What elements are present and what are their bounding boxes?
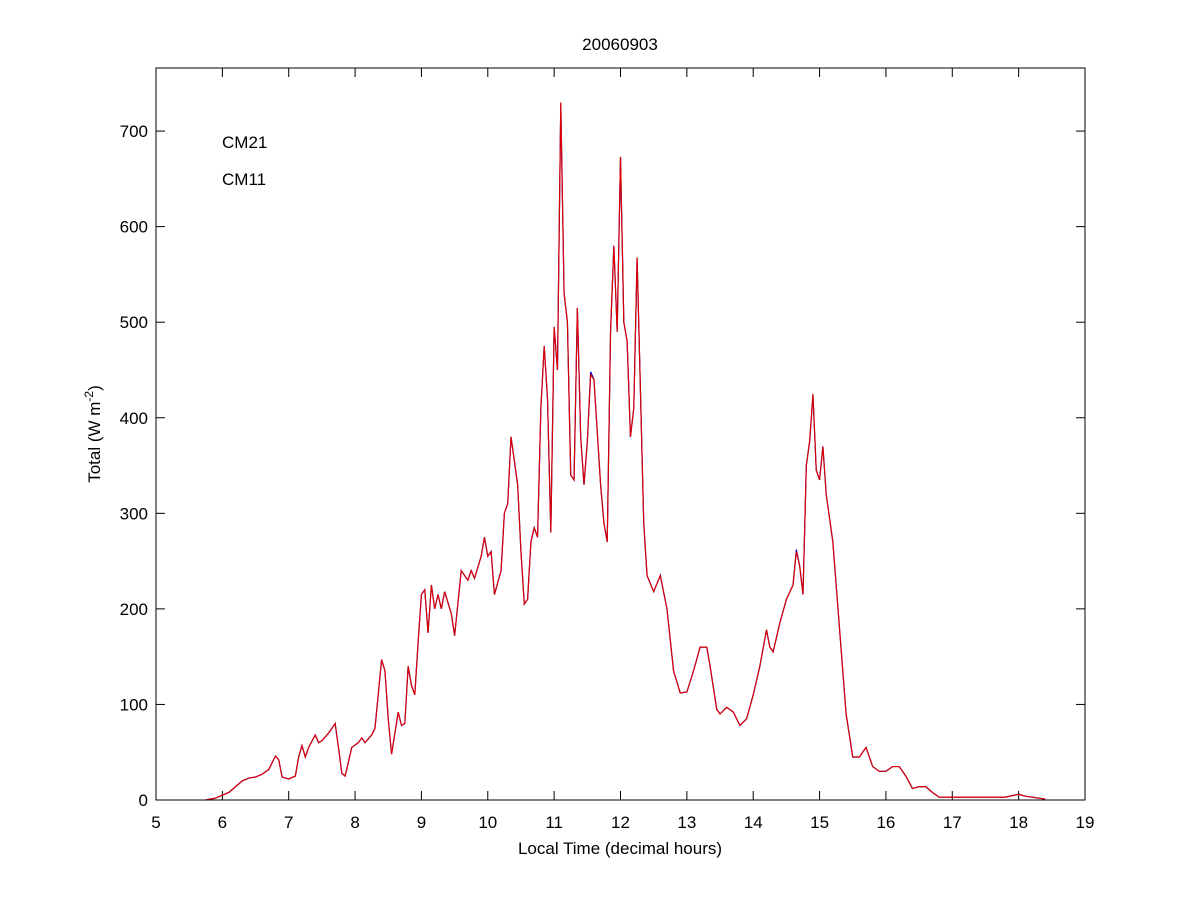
x-tick-label: 11 bbox=[545, 813, 563, 832]
y-tick-label: 600 bbox=[120, 218, 148, 237]
y-tick-label: 700 bbox=[120, 122, 148, 141]
line-series bbox=[205, 102, 1046, 801]
x-tick-label: 12 bbox=[611, 813, 630, 832]
y-tick-label: 0 bbox=[139, 791, 148, 810]
y-tick-label: 400 bbox=[120, 409, 148, 428]
x-tick-label: 8 bbox=[350, 813, 359, 832]
chart-title: 20060903 bbox=[582, 35, 658, 54]
x-tick-label: 7 bbox=[284, 813, 293, 832]
legend-entry: CM21 bbox=[222, 133, 267, 152]
legend-entry: CM11 bbox=[222, 170, 266, 189]
x-tick-label: 19 bbox=[1076, 813, 1095, 832]
y-tick-label: 200 bbox=[120, 600, 148, 619]
y-label-text: Total (W m bbox=[85, 402, 104, 483]
x-tick-label: 17 bbox=[943, 813, 962, 832]
x-tick-label: 16 bbox=[876, 813, 895, 832]
y-tick-label: 500 bbox=[120, 313, 148, 332]
x-tick-label: 13 bbox=[677, 813, 696, 832]
y-label-close: ) bbox=[85, 385, 104, 391]
x-tick-label: 15 bbox=[810, 813, 829, 832]
x-tick-label: 10 bbox=[478, 813, 497, 832]
x-tick-label: 14 bbox=[744, 813, 763, 832]
x-tick-label: 18 bbox=[1009, 813, 1028, 832]
x-tick-label: 9 bbox=[417, 813, 426, 832]
y-axis-label: Total (W m-2) bbox=[82, 385, 104, 483]
plot-frame bbox=[155, 67, 1086, 801]
y-label-sup: -2 bbox=[82, 391, 96, 402]
x-tick-label: 6 bbox=[218, 813, 227, 832]
x-axis-label: Local Time (decimal hours) bbox=[518, 839, 722, 858]
y-tick-label: 100 bbox=[120, 695, 148, 714]
x-tick-label: 5 bbox=[151, 813, 160, 832]
y-tick-label: 300 bbox=[120, 504, 148, 523]
